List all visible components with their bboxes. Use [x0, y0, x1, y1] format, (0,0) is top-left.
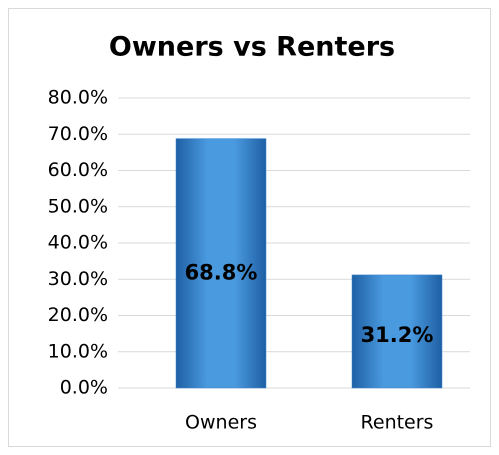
y-tick-label: 20.0%: [48, 304, 108, 326]
y-tick-label: 60.0%: [48, 159, 108, 181]
bar: [175, 138, 267, 389]
x-tick-label: Renters: [361, 412, 434, 434]
y-tick-label: 40.0%: [48, 232, 108, 254]
y-tick-label: 0.0%: [60, 377, 108, 399]
y-tick-label: 30.0%: [48, 268, 108, 290]
value-label: 31.2%: [361, 323, 434, 347]
y-tick-label: 10.0%: [48, 340, 108, 362]
chart-title: Owners vs Renters: [109, 32, 395, 63]
y-tick-label: 80.0%: [48, 87, 108, 109]
y-tick-label: 50.0%: [48, 195, 108, 217]
y-tick-label: 70.0%: [48, 123, 108, 145]
value-label: 68.8%: [185, 260, 258, 284]
x-tick-label: Owners: [185, 412, 257, 434]
bar: [351, 274, 443, 389]
